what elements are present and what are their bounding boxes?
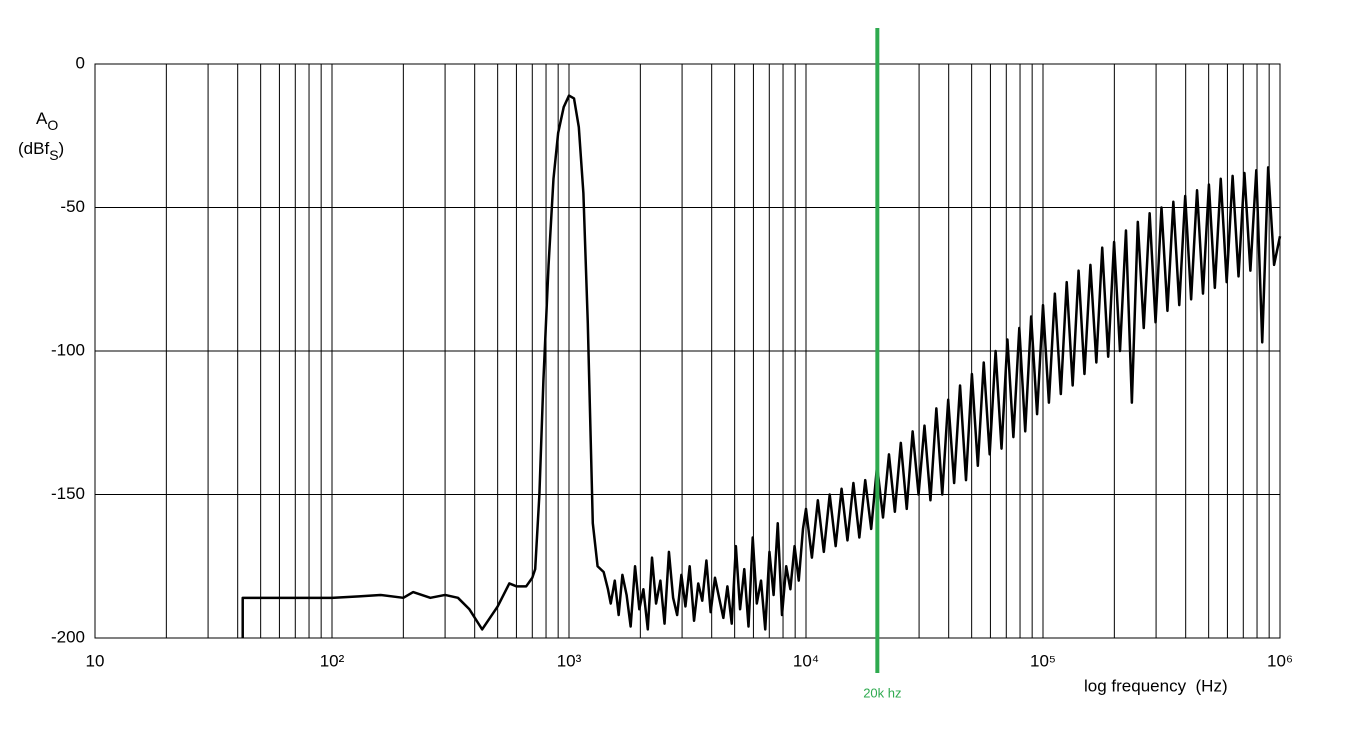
y-label-unit-end: ) [59,139,65,158]
annotation-label: 20k hz [863,685,901,700]
x-tick-label: 10⁵ [1030,651,1056,670]
x-tick-label: 10 [86,651,105,670]
x-tick-label: 10² [320,651,345,670]
y-label-unit-sub: S [49,147,58,163]
y-tick-label: 0 [76,53,85,72]
spectrum-line [241,94,1282,638]
y-tick-label: -50 [60,197,85,216]
x-axis-label: log frequency (Hz) [1084,676,1228,695]
y-label-unit: (dBf [18,139,49,158]
y-tick-label: -100 [51,340,85,359]
y-axis-unit: (dBfS) [18,139,64,162]
x-tick-label: 10⁴ [793,651,819,670]
y-tick-label: -200 [51,627,85,646]
x-tick-label: 10³ [557,651,582,670]
x-tick-label: 10⁶ [1267,651,1293,670]
y-label-symbol-sub: O [47,117,58,133]
y-label-symbol: A [36,109,48,128]
y-axis-label: AO [36,109,58,132]
y-tick-label: -150 [51,484,85,503]
